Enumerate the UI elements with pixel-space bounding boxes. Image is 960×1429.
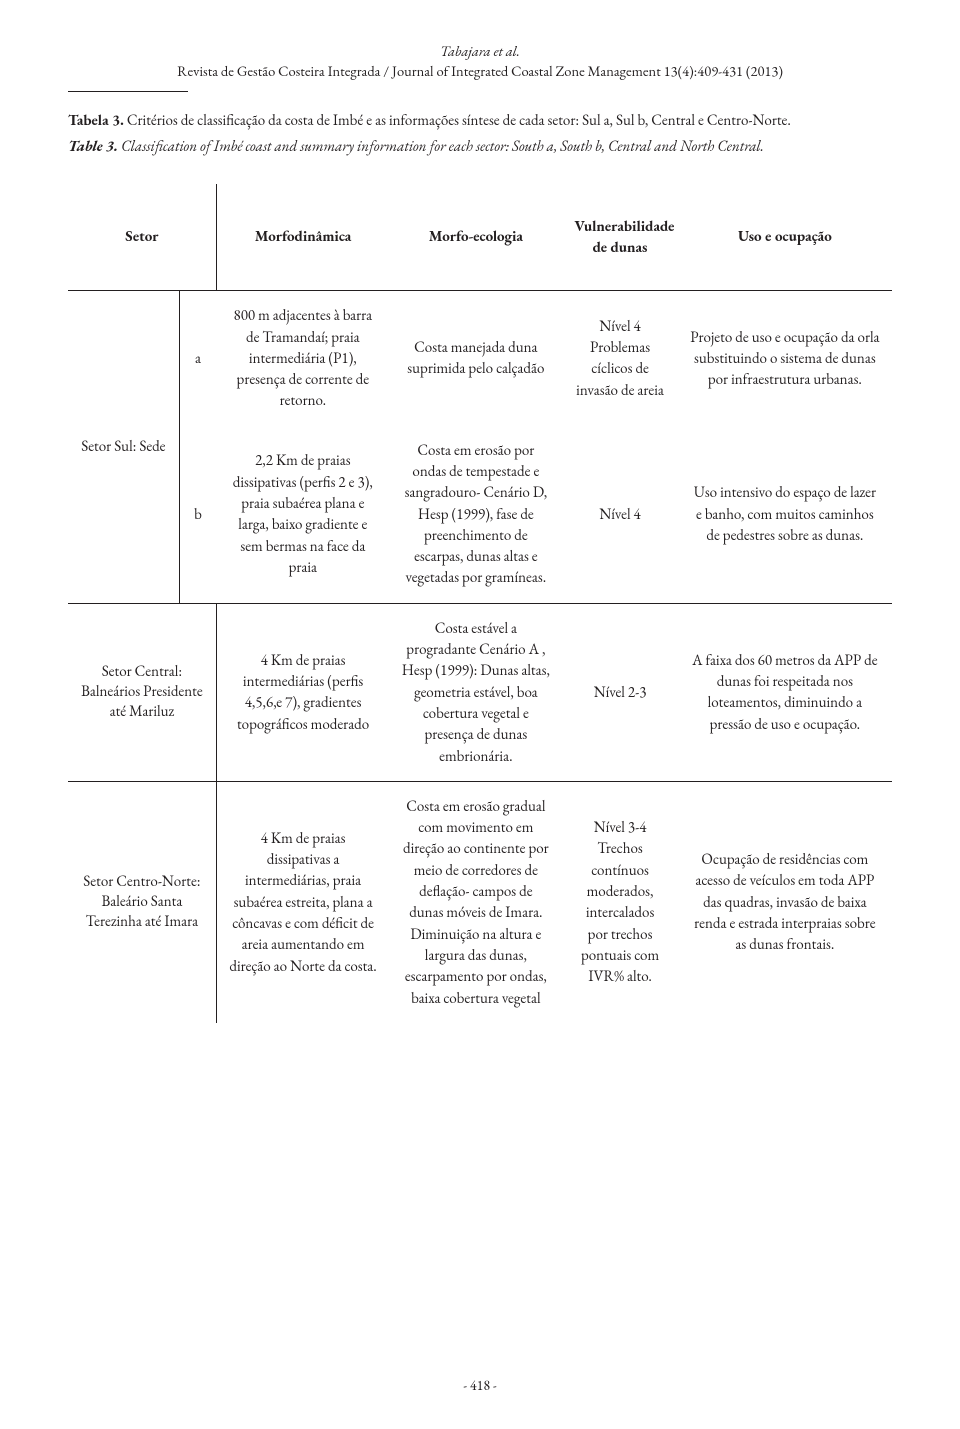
- classification-table: Setor Morfodinâmica Morfo-ecologia Vulne…: [68, 184, 892, 1023]
- caption-pt: Tabela 3. Critérios de classificação da …: [68, 110, 892, 132]
- centro-norte-vulnerabilidade: Nível 3-4 Trechos contínuos moderados, i…: [562, 781, 677, 1022]
- sul-b-uso: Uso intensivo do espaço de lazer e banho…: [678, 426, 892, 603]
- caption-en: Table 3. Classification of Imbé coast an…: [68, 136, 892, 158]
- table-header-row: Setor Morfodinâmica Morfo-ecologia Vulne…: [68, 184, 892, 291]
- sector-central-label: Setor Central: Balneários Presidente até…: [68, 603, 216, 781]
- sul-b-sub: b: [179, 426, 216, 603]
- top-rule: [68, 91, 188, 92]
- sul-a-morfodinamica: 800 m adjacentes à barra de Tramandaí; p…: [216, 291, 389, 426]
- sul-b-morfodinamica: 2,2 Km de praias dissipativas (perfis 2 …: [216, 426, 389, 603]
- caption-en-text: Classification of Imbé coast and summary…: [118, 137, 764, 156]
- th-setor: Setor: [68, 184, 216, 291]
- row-central: Setor Central: Balneários Presidente até…: [68, 603, 892, 781]
- sul-b-morfoecologia: Costa em erosão por ondas de tempestade …: [389, 426, 562, 603]
- central-uso: A faixa dos 60 metros da APP de dunas fo…: [678, 603, 892, 781]
- th-morfodinamica: Morfodinâmica: [216, 184, 389, 291]
- centro-norte-morfodinamica: 4 Km de praias dissipativas a intermediá…: [216, 781, 389, 1022]
- page: Tabajara et al. Revista de Gestão Costei…: [0, 0, 960, 1429]
- caption-pt-text: Critérios de classificação da costa de I…: [124, 111, 791, 130]
- running-head-journal: Revista de Gestão Costeira Integrada / J…: [68, 62, 892, 82]
- row-sul-a: Setor Sul: Sede a 800 m adjacentes à bar…: [68, 291, 892, 426]
- row-centro-norte: Setor Centro-Norte: Baleário Santa Terez…: [68, 781, 892, 1022]
- centro-norte-uso: Ocupação de residências com acesso de ve…: [678, 781, 892, 1022]
- sul-a-sub: a: [179, 291, 216, 426]
- row-sul-b: b 2,2 Km de praias dissipativas (perfis …: [68, 426, 892, 603]
- central-morfoecologia: Costa estável a progradante Cenário A , …: [389, 603, 562, 781]
- page-number: - 418 -: [0, 1377, 960, 1395]
- caption-en-lead: Table 3.: [68, 137, 118, 156]
- central-vulnerabilidade: Nível 2-3: [562, 603, 677, 781]
- sector-centro-norte-label: Setor Centro-Norte: Baleário Santa Terez…: [68, 781, 216, 1022]
- th-vulnerabilidade: Vulnerabilidade de dunas: [562, 184, 677, 291]
- centro-norte-morfoecologia: Costa em erosão gradual com movimento em…: [389, 781, 562, 1022]
- running-head: Tabajara et al. Revista de Gestão Costei…: [68, 42, 892, 81]
- sul-a-vulnerabilidade: Nível 4 Problemas cíclicos de invasão de…: [562, 291, 677, 426]
- sector-sul-label: Setor Sul: Sede: [68, 291, 179, 603]
- sul-a-uso: Projeto de uso e ocupação da orla substi…: [678, 291, 892, 426]
- th-uso: Uso e ocupação: [678, 184, 892, 291]
- sul-a-morfoecologia: Costa manejada duna suprimida pelo calça…: [389, 291, 562, 426]
- sul-b-vulnerabilidade: Nível 4: [562, 426, 677, 603]
- th-morfoecologia: Morfo-ecologia: [389, 184, 562, 291]
- running-head-authors: Tabajara et al.: [68, 42, 892, 62]
- caption-pt-lead: Tabela 3.: [68, 111, 124, 130]
- central-morfodinamica: 4 Km de praias intermediárias (perfis 4,…: [216, 603, 389, 781]
